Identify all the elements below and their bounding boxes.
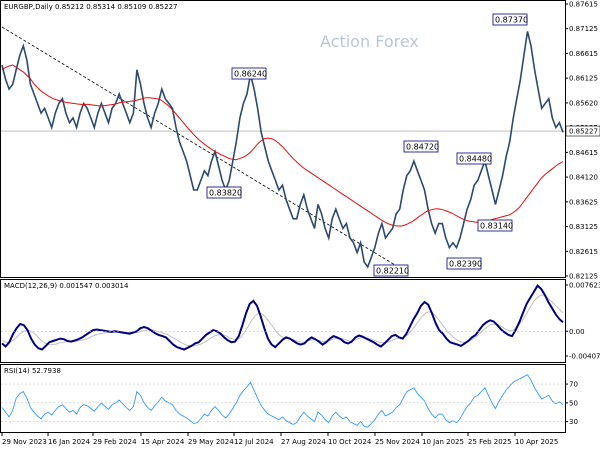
x-tick-label: 27 Aug 2024 [281, 438, 326, 446]
annotation-label: 0.86240 [234, 70, 267, 79]
macd-panel [0, 279, 566, 363]
x-tick-label: 29 Nov 2023 [2, 438, 47, 446]
x-tick-label: 29 May 2024 [188, 438, 234, 446]
y-tick-label: 0.87615 [569, 1, 598, 9]
macd-tick-label: -0.004073 [569, 353, 600, 361]
annotation-box [403, 140, 439, 153]
trendline [1, 26, 401, 269]
macd-line [1, 284, 564, 351]
annotation-label: 0.82390 [449, 260, 482, 269]
macd-header: MACD(12,26,9) 0.001547 0.003014 [4, 282, 129, 290]
y-tick-label: 0.83125 [569, 223, 598, 231]
annotation-box [446, 257, 482, 270]
price-axis: 0.876150.871250.866150.861250.856200.851… [565, 1, 600, 281]
macd-tick-label: 0.00 [569, 328, 585, 336]
rsi-tick-label: 50 [569, 399, 578, 407]
current-price-label: 0.85227 [569, 128, 598, 136]
x-tick-label: 12 Jul 2024 [234, 438, 274, 446]
annotation-label: 0.83140 [480, 222, 513, 231]
price-line [1, 31, 564, 269]
annotations: 0.86240 0.83820 0.84720 0.84480 0.83140 0.823… [206, 13, 528, 277]
annotation-box [456, 152, 492, 165]
annotation-box [373, 264, 409, 277]
annotation-box [477, 219, 513, 232]
macd-series [1, 284, 564, 351]
x-tick-label: 29 Feb 2024 [93, 438, 137, 446]
y-tick-label: 0.84615 [569, 149, 598, 157]
macd-axis: 0.007623 0.00 -0.004073 [1, 282, 600, 361]
y-tick-label: 0.86615 [569, 50, 598, 58]
macd-tick-label: 0.007623 [569, 282, 600, 290]
annotation-label: 0.87370 [495, 16, 528, 25]
moving-average-line [1, 64, 564, 227]
price-header: EURGBP,Daily 0.85212 0.85314 0.85109 0.8… [4, 3, 177, 11]
rsi-tick-label: 30 [569, 418, 578, 426]
y-tick-label: 0.84120 [569, 174, 598, 182]
y-tick-label: 0.83625 [569, 198, 598, 206]
x-tick-label: 25 Nov 2024 [375, 438, 420, 446]
annotation-label: 0.83820 [209, 189, 242, 198]
x-tick-label: 25 Feb 2025 [468, 438, 512, 446]
annotation-box [492, 13, 528, 26]
y-tick-label: 0.82125 [569, 273, 598, 281]
x-tick-label: 16 Jan 2024 [48, 438, 91, 446]
rsi-line [1, 374, 564, 428]
x-tick-label: 10 Oct 2024 [328, 438, 372, 446]
rsi-tick-label: 70 [569, 381, 578, 389]
y-tick-label: 0.85620 [569, 99, 598, 107]
price-series [1, 31, 564, 269]
x-axis: 29 Nov 2023 16 Jan 2024 29 Feb 2024 15 Apr … [1, 433, 558, 446]
x-tick-label: 10 Jan 2025 [422, 438, 464, 446]
current-price-box [565, 125, 600, 137]
y-tick-label: 0.86125 [569, 75, 598, 83]
rsi-panel [0, 364, 566, 433]
y-tick-label: 0.82615 [569, 248, 598, 256]
annotation-box [206, 186, 242, 199]
price-panel [0, 0, 566, 278]
x-tick-label: 15 Apr 2024 [141, 438, 185, 446]
watermark: Action Forex [320, 32, 419, 51]
annotation-label: 0.84720 [406, 143, 439, 152]
x-tick-label: 10 Apr 2025 [515, 438, 558, 446]
rsi-header: RSI(14) 52.7938 [4, 367, 61, 375]
y-tick-label: 0.87125 [569, 25, 598, 33]
rsi-series [1, 374, 564, 428]
annotation-label: 0.84480 [459, 155, 492, 164]
annotation-label: 0.82210 [376, 267, 409, 276]
annotation-box [231, 67, 267, 80]
rsi-axis: 70 50 30 [1, 381, 578, 426]
